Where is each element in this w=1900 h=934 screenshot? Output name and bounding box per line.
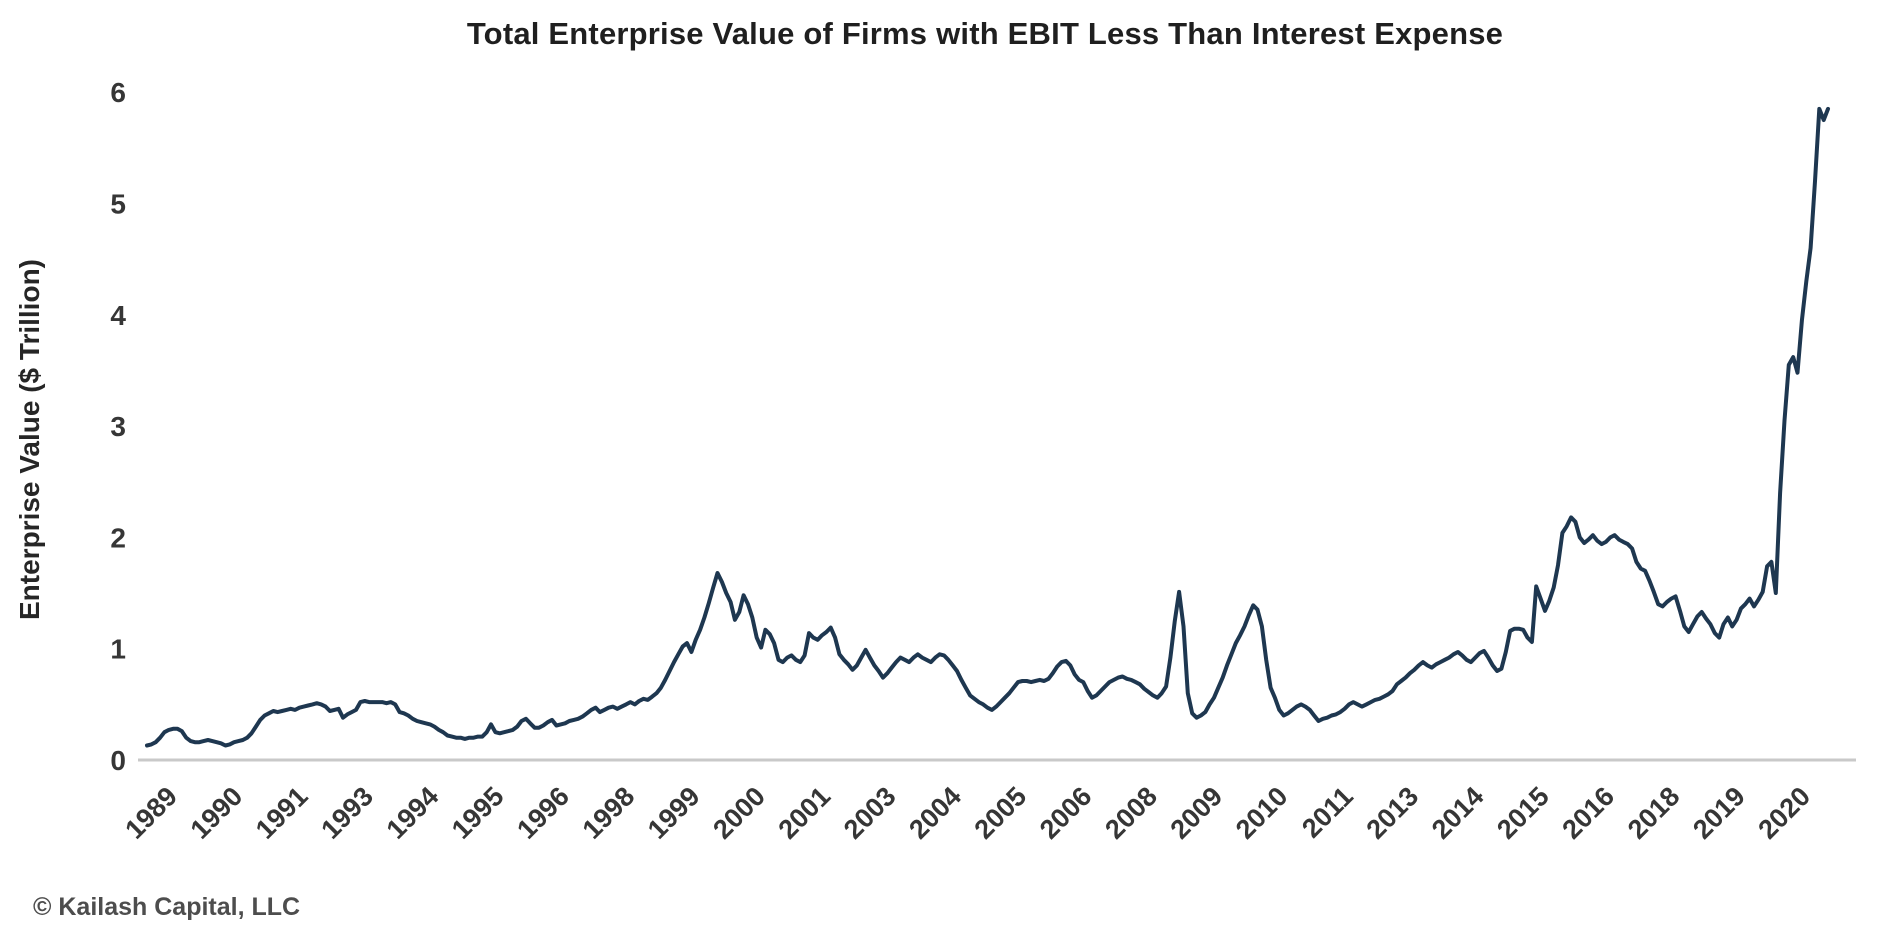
x-tick-label: 1990 [185,781,249,845]
y-tick-label: 5 [110,189,126,220]
x-tick-label: 2018 [1622,781,1686,845]
x-tick-label: 2008 [1099,781,1163,845]
x-tick-label: 1993 [315,781,379,845]
y-tick-label: 2 [110,522,126,553]
x-tick-label: 2014 [1426,781,1490,845]
series-line [145,106,1830,748]
x-tick-label: 1991 [250,781,314,845]
x-tick-label: 2011 [1296,781,1359,844]
x-tick-label: 2000 [707,781,771,845]
chart-title: Total Enterprise Value of Firms with EBI… [466,16,1504,51]
y-tick-label: 3 [110,411,126,442]
x-tick-label: 2020 [1752,781,1816,845]
x-tick-label: 2010 [1230,781,1294,845]
x-tick-label: 2006 [1034,781,1098,845]
x-tick-label: 2001 [773,781,837,845]
x-tick-label: 2019 [1687,781,1751,845]
x-tick-label: 2013 [1361,781,1425,845]
y-tick-label: 0 [110,745,126,776]
x-tick-label: 2003 [838,781,902,845]
x-tick-label: 2016 [1556,781,1620,845]
x-tick-label: 2004 [903,781,967,845]
x-tick-label: 1989 [119,781,183,845]
y-tick-label: 6 [110,77,126,108]
y-tick-label: 1 [110,634,126,665]
x-tick-label: 2009 [1165,781,1229,845]
x-tick-label: 1999 [642,781,706,845]
copyright-note: © Kailash Capital, LLC [33,893,301,921]
x-tick-label: 2005 [969,781,1033,845]
x-tick-label: 1996 [511,781,575,845]
x-tick-label: 1995 [446,781,510,845]
y-tick-label: 4 [110,300,126,331]
x-tick-label: 1994 [381,781,445,845]
x-tick-label: 1998 [577,781,641,845]
x-tick-label: 2015 [1491,781,1555,845]
